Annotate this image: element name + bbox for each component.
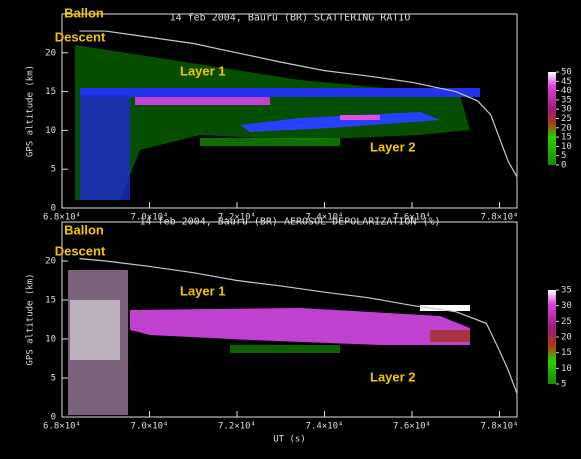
x-tick-label: 7.8×10⁴ bbox=[481, 422, 519, 432]
annotation: Layer 1 bbox=[180, 283, 226, 298]
annotation: Layer 2 bbox=[370, 139, 416, 154]
raster-region bbox=[70, 300, 120, 360]
x-tick-label: 7.8×10⁴ bbox=[481, 213, 519, 223]
x-tick-label: 6.8×10⁴ bbox=[43, 422, 81, 432]
colorbar-tick-label: 20 bbox=[561, 123, 572, 133]
x-tick-label: 7.0×10⁴ bbox=[131, 422, 169, 432]
y-tick-label: 20 bbox=[45, 48, 56, 58]
colorbar-tick-label: 50 bbox=[561, 68, 572, 78]
y-tick-label: 10 bbox=[45, 335, 56, 345]
raster-region bbox=[80, 88, 480, 97]
x-tick-label: 7.2×10⁴ bbox=[218, 422, 256, 432]
annotation: Descent bbox=[55, 243, 106, 258]
colorbar-tick-label: 20 bbox=[561, 333, 572, 343]
colorbar-tick-label: 15 bbox=[561, 133, 572, 143]
colorbar-tick-label: 30 bbox=[561, 105, 572, 115]
figure: 14 feb 2004, Bauru (BR) SCATTERING RATIO… bbox=[0, 0, 581, 459]
x-axis-label: UT (s) bbox=[273, 435, 306, 445]
colorbar-tick-label: 5 bbox=[561, 151, 566, 161]
colorbar bbox=[548, 72, 556, 165]
annotation: Layer 1 bbox=[180, 63, 226, 78]
y-axis-label: GPS altitude (km) bbox=[26, 273, 36, 365]
x-tick-label: 7.4×10⁴ bbox=[306, 422, 344, 432]
colorbar-tick-label: 30 bbox=[561, 301, 572, 311]
colorbar-tick-label: 5 bbox=[561, 380, 566, 390]
y-tick-label: 5 bbox=[51, 374, 56, 384]
colorbar-tick-label: 45 bbox=[561, 77, 572, 87]
colorbar bbox=[548, 290, 556, 384]
annotation: Descent bbox=[55, 29, 106, 44]
y-axis-label: GPS altitude (km) bbox=[26, 65, 36, 157]
y-tick-label: 10 bbox=[45, 126, 56, 136]
raster-region bbox=[340, 115, 380, 120]
y-tick-label: 15 bbox=[45, 87, 56, 97]
colorbar-tick-label: 35 bbox=[561, 95, 572, 105]
raster-region bbox=[430, 330, 470, 342]
x-tick-label: 7.6×10⁴ bbox=[393, 422, 431, 432]
colorbar-tick-label: 25 bbox=[561, 317, 572, 327]
x-tick-label: 6.8×10⁴ bbox=[43, 213, 81, 223]
raster-region bbox=[135, 97, 270, 105]
colorbar-tick-label: 40 bbox=[561, 86, 572, 96]
annotation: Ballon bbox=[64, 222, 104, 237]
chart-title: 14 feb 2004, Bauru (BR) SCATTERING RATIO bbox=[170, 13, 411, 24]
annotation: Ballon bbox=[64, 5, 104, 20]
colorbar-tick-label: 10 bbox=[561, 142, 572, 152]
colorbar-tick-label: 25 bbox=[561, 114, 572, 124]
colorbar-tick-label: 15 bbox=[561, 348, 572, 358]
y-tick-label: 15 bbox=[45, 296, 56, 306]
colorbar-tick-label: 0 bbox=[561, 161, 566, 171]
annotation: Layer 2 bbox=[370, 369, 416, 384]
colorbar-tick-label: 35 bbox=[561, 286, 572, 296]
raster-region bbox=[80, 95, 130, 200]
y-tick-label: 5 bbox=[51, 165, 56, 175]
colorbar-tick-label: 10 bbox=[561, 364, 572, 374]
chart-title: 14 feb 2004, Bauru (BR) AEROSOL DEPOLARI… bbox=[139, 217, 440, 228]
raster-region bbox=[230, 345, 340, 353]
raster-region bbox=[200, 138, 340, 146]
